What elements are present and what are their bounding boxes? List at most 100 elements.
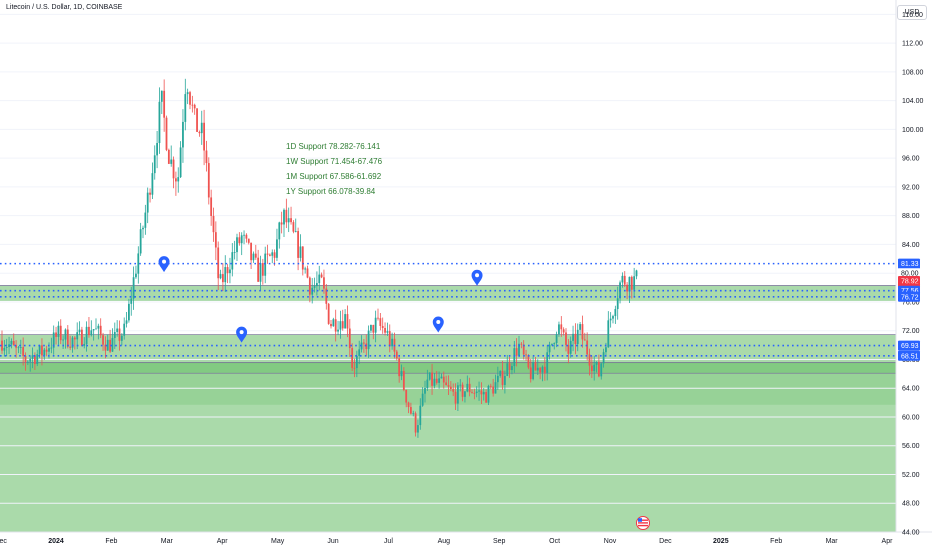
map-pin-icon[interactable] xyxy=(432,316,444,333)
y-tick-label: 100.00 xyxy=(902,127,924,134)
candle-body-30 xyxy=(71,337,74,348)
y-tick-label: 72.00 xyxy=(902,328,920,335)
candle-body-12 xyxy=(29,358,32,362)
candle-body-151 xyxy=(355,355,358,368)
candle-body-185 xyxy=(435,378,438,383)
candle-body-119 xyxy=(280,222,283,225)
candle-body-116 xyxy=(273,252,276,258)
y-tick-label: 56.00 xyxy=(902,443,920,450)
candle-body-141 xyxy=(332,319,335,327)
x-tick-label: Feb xyxy=(105,538,117,545)
candle-body-54 xyxy=(128,303,130,321)
candle-body-58 xyxy=(137,253,140,274)
y-tick-label: 112.00 xyxy=(902,41,923,48)
candle-body-252 xyxy=(593,364,596,372)
candle-body-253 xyxy=(595,361,598,365)
candle-body-164 xyxy=(386,331,389,333)
candle-body-200 xyxy=(471,392,473,393)
candle-body-159 xyxy=(374,317,377,333)
x-tick-label: Jul xyxy=(384,538,393,545)
candle-body-76 xyxy=(179,147,182,178)
candle-body-52 xyxy=(123,323,126,336)
candle-body-128 xyxy=(301,246,304,270)
map-pin-icon[interactable] xyxy=(158,256,170,273)
candle-body-144 xyxy=(339,321,342,330)
candle-body-90 xyxy=(212,215,215,233)
candle-body-146 xyxy=(344,314,346,329)
candle-body-108 xyxy=(254,253,257,258)
candle-body-156 xyxy=(367,330,370,350)
candle-body-49 xyxy=(116,328,119,333)
candle-body-26 xyxy=(62,339,64,341)
candle-body-101 xyxy=(238,237,241,244)
candle-body-228 xyxy=(536,367,539,371)
candle-body-7 xyxy=(17,347,20,349)
candle-body-40 xyxy=(95,328,97,330)
candle-body-231 xyxy=(543,366,546,374)
map-pin-icon[interactable] xyxy=(236,326,248,343)
candle-body-226 xyxy=(532,362,534,380)
candle-body-3 xyxy=(8,344,10,348)
candle-body-255 xyxy=(600,363,603,377)
candle-body-158 xyxy=(372,324,375,333)
candle-body-270 xyxy=(635,270,638,277)
candle-body-38 xyxy=(90,330,93,336)
candle-body-246 xyxy=(579,324,581,330)
candle-body-199 xyxy=(468,383,471,393)
candle-body-53 xyxy=(125,320,128,324)
support-annotations: 1D Support 78.282-76.141 1W Support 71.45… xyxy=(286,142,383,196)
candle-body-36 xyxy=(85,326,88,344)
map-pin-icon[interactable] xyxy=(471,269,483,286)
candle-body-84 xyxy=(198,131,201,134)
candle-body-203 xyxy=(478,390,480,392)
candle-body-46 xyxy=(109,339,111,352)
candle-body-56 xyxy=(132,277,135,299)
y-tick-label: 44.00 xyxy=(902,530,920,537)
candle-body-244 xyxy=(574,333,577,345)
candle-body-266 xyxy=(626,284,628,292)
candle-body-169 xyxy=(398,358,401,377)
candle-body-241 xyxy=(567,344,570,354)
price-tag-text: 76.72 xyxy=(901,294,919,301)
candle-body-221 xyxy=(520,343,523,345)
candle-body-98 xyxy=(231,252,234,270)
price-tag-text: 78.92 xyxy=(901,278,919,285)
candle-body-59 xyxy=(139,229,142,254)
us-flag-icon[interactable] xyxy=(636,516,650,530)
candle-body-162 xyxy=(381,325,384,329)
candle-body-15 xyxy=(36,354,39,365)
candle-body-237 xyxy=(558,324,560,335)
support-annotation-0: 1D Support 78.282-76.141 xyxy=(286,142,381,151)
candle-body-91 xyxy=(214,232,217,248)
candle-body-35 xyxy=(83,343,86,346)
candle-body-154 xyxy=(363,342,365,344)
price-tag-text: 69.93 xyxy=(901,343,919,350)
candle-body-118 xyxy=(278,222,281,240)
candle-body-188 xyxy=(442,376,445,383)
candle-body-85 xyxy=(200,122,203,134)
candle-body-28 xyxy=(66,329,69,347)
time-axis: Dec 2024 Feb Mar Apr May Jun Jul Aug Sep Oct Nov Dec… xyxy=(0,538,893,545)
x-tick-label: 2024 xyxy=(48,538,64,545)
candle-body-23 xyxy=(55,332,57,337)
candle-body-191 xyxy=(449,386,452,390)
candle-body-222 xyxy=(522,344,525,355)
candle-body-97 xyxy=(229,269,231,274)
candle-body-95 xyxy=(224,267,227,283)
candle-body-171 xyxy=(402,371,405,391)
candle-body-20 xyxy=(48,348,50,352)
candle-body-80 xyxy=(189,92,191,105)
price-tag-1: 80.00 xyxy=(898,268,920,279)
candle-body-259 xyxy=(609,318,612,321)
candle-body-148 xyxy=(348,328,351,349)
candle-body-61 xyxy=(144,212,147,228)
currency-button[interactable]: USD xyxy=(897,5,927,20)
candle-body-4 xyxy=(10,340,13,345)
candle-body-133 xyxy=(313,286,316,288)
candle-body-69 xyxy=(163,90,166,118)
candle-body-75 xyxy=(177,177,180,182)
dotted-levels xyxy=(0,262,896,357)
candle-body-224 xyxy=(527,355,530,368)
x-tick-label: 2025 xyxy=(713,538,729,545)
